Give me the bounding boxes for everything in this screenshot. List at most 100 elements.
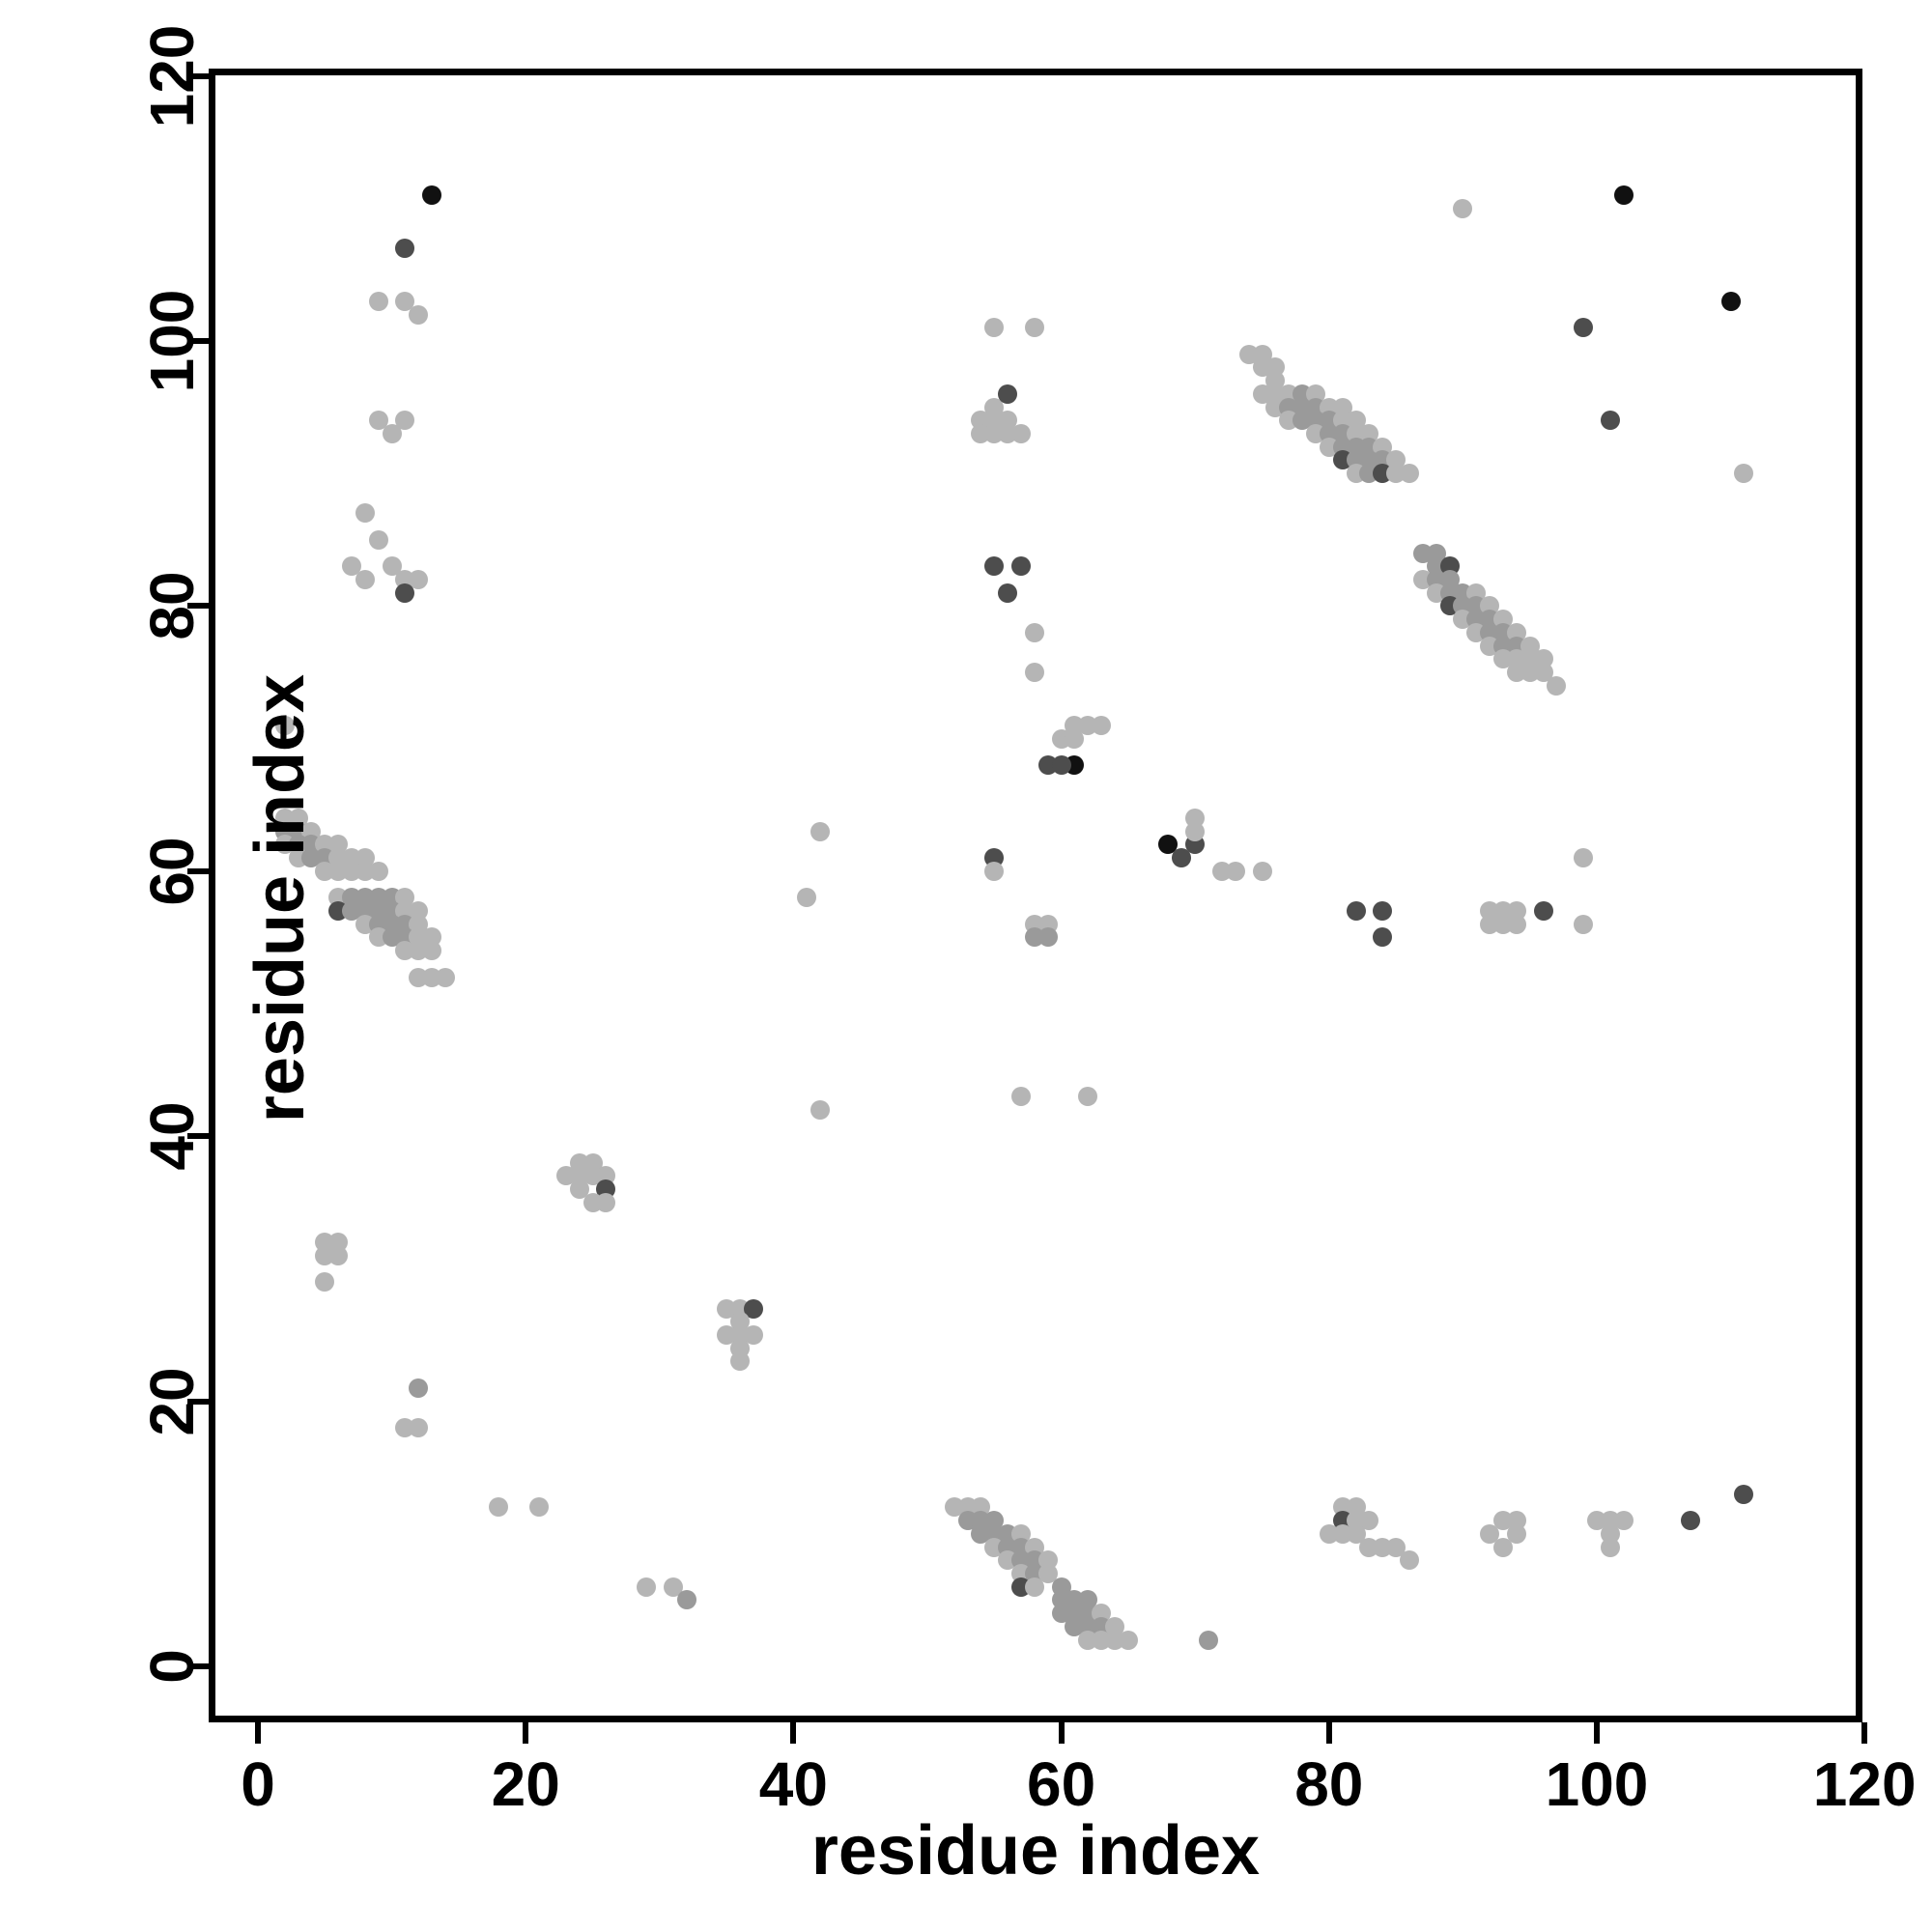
scatter-point (1574, 318, 1594, 338)
scatter-point (1359, 1511, 1379, 1531)
y-axis-tick-label: 40 (137, 1101, 207, 1171)
scatter-point (1011, 1087, 1032, 1107)
scatter-point (1199, 1630, 1219, 1650)
y-axis-tick (187, 338, 209, 344)
scatter-point (1065, 728, 1085, 749)
scatter-point (1600, 411, 1620, 431)
x-axis-tick-label: 80 (1294, 1749, 1364, 1819)
x-axis-title: residue index (810, 1812, 1261, 1889)
scatter-point (596, 1192, 616, 1212)
scatter-point (1734, 464, 1754, 484)
y-axis-title: residue index (242, 673, 320, 1123)
scatter-point (368, 529, 388, 550)
scatter-point (274, 715, 295, 735)
scatter-point (436, 967, 456, 987)
scatter-point (489, 1497, 509, 1518)
y-axis-tick (187, 1133, 209, 1140)
scatter-point (743, 1298, 763, 1319)
scatter-point (797, 888, 817, 908)
scatter-point (395, 411, 415, 431)
scatter-point (1037, 1563, 1058, 1583)
scatter-point (1574, 848, 1594, 868)
scatter-point (1492, 1537, 1513, 1557)
scatter-point (1118, 1630, 1138, 1650)
scatter-point (1092, 715, 1112, 735)
scatter-point (1613, 1511, 1634, 1531)
y-axis-tick (187, 603, 209, 610)
scatter-point (315, 1272, 335, 1293)
scatter-point (355, 569, 375, 589)
scatter-point (382, 424, 402, 444)
scatter-point (1547, 675, 1567, 696)
x-axis-tick-label: 40 (758, 1749, 828, 1819)
scatter-point (328, 1245, 349, 1265)
scatter-point (1024, 663, 1044, 682)
y-axis-tick (187, 1663, 209, 1669)
scatter-point (409, 1378, 429, 1398)
scatter-point (1024, 622, 1044, 642)
scatter-point (355, 503, 375, 524)
plot-area-border (209, 69, 1862, 1722)
scatter-point (382, 556, 402, 577)
scatter-point (409, 569, 429, 589)
scatter-point (1172, 848, 1192, 868)
scatter-point (1158, 835, 1179, 855)
scatter-point (1613, 185, 1634, 206)
x-axis-tick-label: 20 (491, 1749, 560, 1819)
scatter-point (1252, 861, 1272, 881)
scatter-point (1078, 1087, 1098, 1107)
scatter-point (1533, 900, 1553, 921)
scatter-point (998, 384, 1018, 404)
scatter-point (1225, 861, 1245, 881)
x-axis-tick-label: 120 (1812, 1749, 1917, 1819)
scatter-point (409, 304, 429, 325)
scatter-point (422, 941, 442, 961)
y-axis-tick-label: 120 (137, 24, 207, 128)
scatter-point (984, 861, 1005, 881)
scatter-point (636, 1577, 656, 1597)
scatter-point (1346, 900, 1366, 921)
scatter-point (1453, 198, 1473, 218)
scatter-point (1399, 464, 1419, 484)
scatter-point (1037, 927, 1058, 948)
scatter-point (368, 291, 388, 311)
scatter-point (1600, 1537, 1620, 1557)
scatter-point (676, 1590, 696, 1610)
scatter-point (1024, 1577, 1044, 1597)
scatter-point (1346, 1523, 1366, 1544)
y-axis-tick-label: 60 (137, 837, 207, 906)
scatter-point (569, 1179, 589, 1200)
scatter-point (1681, 1511, 1701, 1531)
scatter-point (1024, 318, 1044, 338)
scatter-point (729, 1351, 750, 1372)
x-axis-tick (1325, 1722, 1332, 1744)
y-axis-tick (187, 1398, 209, 1405)
scatter-point (1011, 424, 1032, 444)
scatter-point (810, 821, 831, 841)
scatter-point (984, 556, 1005, 577)
scatter-point (1051, 755, 1071, 776)
y-axis-tick-label: 0 (137, 1649, 207, 1684)
x-axis-tick-label: 0 (241, 1749, 275, 1819)
scatter-point (1480, 1523, 1500, 1544)
scatter-point (1386, 1537, 1406, 1557)
scatter-point (529, 1497, 550, 1518)
scatter-point (1185, 821, 1206, 841)
scatter-point (342, 556, 362, 577)
scatter-point (1506, 914, 1526, 934)
scatter-point (422, 185, 442, 206)
x-axis-tick (1058, 1722, 1065, 1744)
scatter-point (1399, 1550, 1419, 1571)
scatter-point (395, 291, 415, 311)
scatter-point (1574, 914, 1594, 934)
x-axis-tick (255, 1722, 261, 1744)
y-axis-tick-label: 80 (137, 571, 207, 640)
x-axis-tick (1594, 1722, 1600, 1744)
scatter-point (368, 411, 388, 431)
scatter-point (1506, 1523, 1526, 1544)
scatter-point (1373, 900, 1393, 921)
scatter-point (810, 1099, 831, 1120)
x-axis-tick-label: 100 (1545, 1749, 1649, 1819)
